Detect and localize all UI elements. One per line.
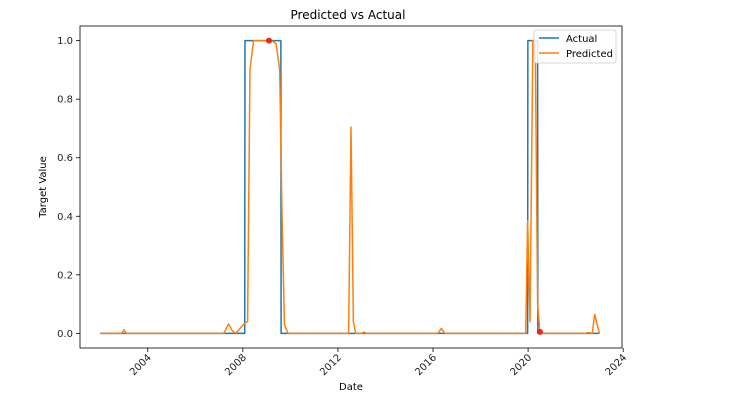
y-tick-label: 0.4 xyxy=(57,212,73,223)
y-axis-label: Target Value xyxy=(38,156,49,219)
chart-title: Predicted vs Actual xyxy=(291,8,406,22)
y-tick-label: 0.6 xyxy=(57,153,73,164)
legend: Actual Predicted xyxy=(533,29,617,64)
y-tick-label: 0.0 xyxy=(57,329,73,340)
highlight-point xyxy=(536,328,543,335)
marker-layer xyxy=(265,37,543,335)
y-axis: 0.0 0.2 0.4 0.6 0.8 1.0 xyxy=(57,36,80,340)
highlight-point xyxy=(265,37,272,44)
x-axis-label: Date xyxy=(339,382,363,393)
legend-label-actual: Actual xyxy=(566,34,597,45)
axes-frame xyxy=(79,25,623,349)
y-tick-label: 1.0 xyxy=(57,36,73,47)
y-tick-label: 0.2 xyxy=(57,270,73,281)
legend-label-predicted: Predicted xyxy=(566,49,613,60)
y-tick-label: 0.8 xyxy=(57,95,73,106)
